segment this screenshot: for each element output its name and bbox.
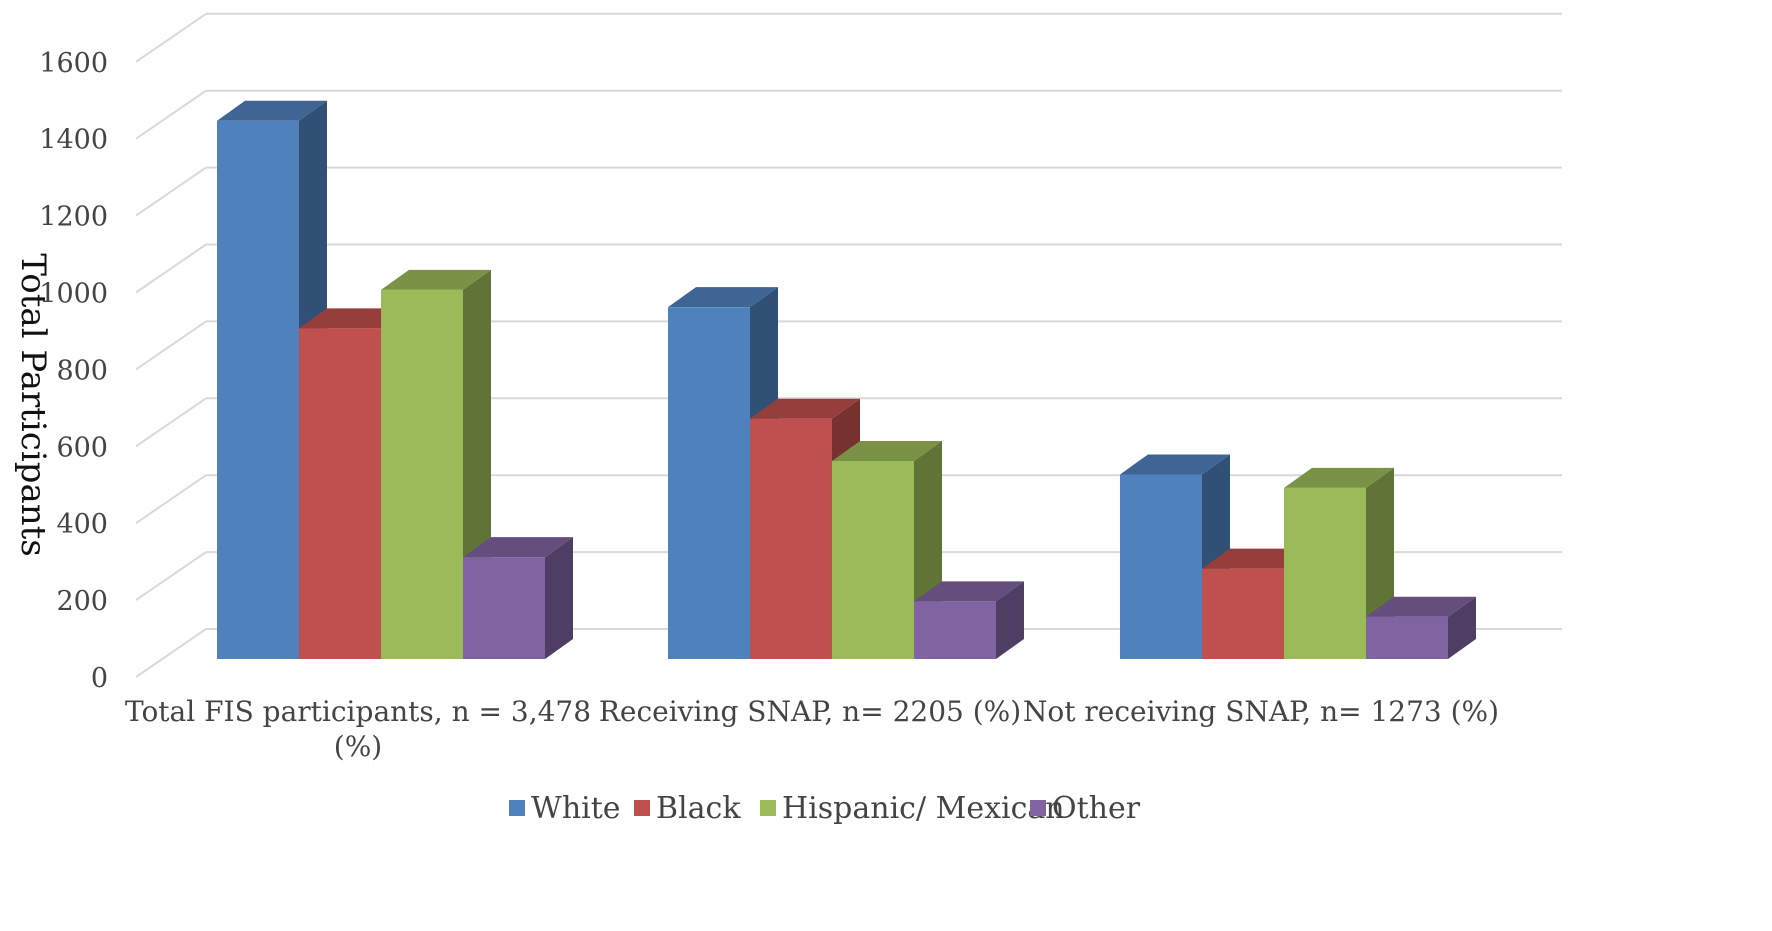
y-tick-label: 0 [91,663,108,694]
y-tick-label: 1600 [39,48,108,79]
gridline-diag [135,166,207,217]
bar-front [914,601,996,659]
legend-item: Hispanic/ Mexican [760,791,1065,826]
legend-swatch [1030,800,1046,816]
legend-swatch [760,800,776,816]
bar-front [832,460,914,659]
bar-front [381,289,463,659]
bar-top [914,581,1024,602]
bar-top [668,287,778,308]
bar-front [1202,568,1284,659]
y-tick-label: 200 [56,586,108,617]
y-tick-label: 400 [56,509,108,540]
bar-front [299,328,381,659]
gridline-diag [135,243,207,294]
legend-item: Other [1030,791,1141,826]
bar-top [217,100,327,121]
y-tick-label: 1200 [39,202,108,233]
bar-top [832,440,942,461]
bar [914,581,1024,659]
bar-front [217,120,299,659]
bar-side [1448,596,1476,659]
legend-label: Black [656,791,741,826]
gridline-diag [135,474,207,525]
legend-item: White [509,791,621,826]
legend-label: Hispanic/ Mexican [782,791,1065,826]
bar-top [1120,454,1230,475]
bar-front [1284,487,1366,659]
legend-label: Other [1052,791,1141,826]
category-label: Total FIS participants, n = 3,478 [125,695,591,728]
category-label: Receiving SNAP, n= 2205 (%) [599,695,1021,728]
bar-front [750,418,832,659]
legend-label: White [531,791,621,826]
bar-side [545,537,573,659]
category-label: Not receiving SNAP, n= 1273 (%) [1023,695,1499,728]
bar-front [668,307,750,659]
bar-top [381,269,491,290]
legend-swatch [509,800,525,816]
y-tick-label: 800 [56,355,108,386]
y-axis-ticks: 0 200 400 600 800 1000 1200 1400 1600 [39,48,108,694]
y-tick-label: 1000 [39,279,108,310]
bar-front [1120,474,1202,659]
bar-top [463,537,573,558]
legend-item: Black [634,791,741,826]
bar-top [750,398,860,419]
bars [217,100,1476,659]
bar-side [996,581,1024,659]
gridline-diag [135,12,207,63]
bar-top [1284,467,1394,488]
gridline-diag [135,397,207,448]
x-axis-categories: Total FIS participants, n = 3,478(%) Rece… [125,695,1499,763]
gridline-diag [135,628,207,678]
gridline-diag [135,320,207,371]
bar-front [463,557,545,659]
category-label: (%) [334,730,382,763]
bar [463,537,573,659]
bar-top [1366,596,1476,617]
gridline-diag [135,89,207,140]
legend-swatch [634,800,650,816]
gridline-diag [135,551,207,601]
y-tick-label: 1400 [39,125,108,156]
bar [1366,596,1476,659]
y-axis-label: Total Participants [13,253,53,557]
bar-front [1366,616,1448,659]
y-tick-label: 600 [56,432,108,463]
